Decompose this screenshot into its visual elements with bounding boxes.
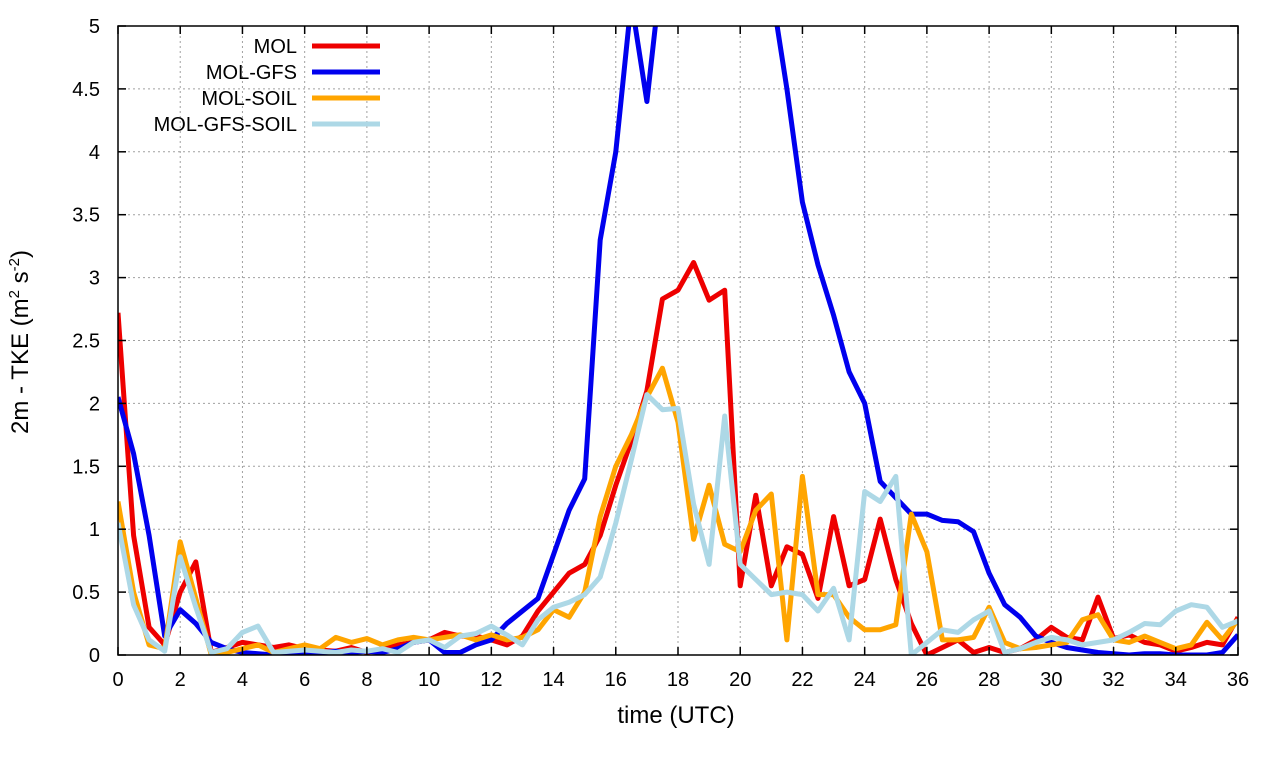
x-tick-label: 16 — [605, 669, 627, 691]
y-tick-label: 4 — [89, 142, 100, 164]
y-axis-label: 2m - TKE (m2 s-2) — [6, 250, 34, 434]
x-tick-label: 0 — [112, 669, 123, 691]
y-tick-label: 4.5 — [72, 79, 100, 101]
x-tick-label: 32 — [1102, 669, 1124, 691]
tick-marks — [117, 25, 1239, 656]
y-tick-label: 5 — [89, 16, 100, 38]
y-axis-label-end: ) — [7, 250, 34, 258]
x-tick-label: 8 — [361, 669, 372, 691]
y-axis-label-mid: s — [7, 271, 34, 290]
y-tick-labels: 0 0.5 1 1.5 2 2.5 3 3.5 4 4.5 5 — [72, 16, 100, 667]
y-axis-label-sup1: 2 — [6, 290, 23, 298]
legend: MOL MOL-GFS MOL-SOIL MOL-GFS-SOIL — [154, 36, 380, 136]
y-tick-label: 3.5 — [72, 205, 100, 227]
x-tick-label: 10 — [418, 669, 440, 691]
x-tick-labels: 0 2 4 6 8 10 12 14 16 18 20 22 24 26 28 30 32 34 36 — [112, 669, 1249, 691]
x-tick-label: 22 — [791, 669, 813, 691]
y-tick-label: 2.5 — [72, 331, 100, 353]
legend-label-mol: MOL — [254, 36, 297, 58]
x-axis-label: time (UTC) — [617, 702, 734, 729]
x-tick-label: 2 — [175, 669, 186, 691]
x-tick-label: 34 — [1165, 669, 1187, 691]
legend-label-mol-gfs: MOL-GFS — [206, 62, 297, 84]
y-tick-label: 2 — [89, 393, 100, 415]
legend-label-mol-gfs-soil: MOL-GFS-SOIL — [154, 114, 297, 136]
x-tick-label: 30 — [1040, 669, 1062, 691]
x-tick-label: 6 — [299, 669, 310, 691]
x-tick-label: 24 — [854, 669, 876, 691]
x-tick-label: 18 — [667, 669, 689, 691]
y-tick-label: 1.5 — [72, 456, 100, 478]
y-tick-label: 0.5 — [72, 582, 100, 604]
x-tick-label: 20 — [729, 669, 751, 691]
y-tick-label: 3 — [89, 268, 100, 290]
x-tick-label: 14 — [542, 669, 564, 691]
y-axis-label-main: 2m - TKE (m — [7, 298, 34, 434]
y-tick-label: 1 — [89, 519, 100, 541]
x-tick-label: 28 — [978, 669, 1000, 691]
grid-lines — [118, 26, 1238, 655]
x-tick-label: 36 — [1227, 669, 1249, 691]
x-tick-label: 4 — [237, 669, 248, 691]
x-tick-label: 26 — [916, 669, 938, 691]
y-tick-label: 0 — [89, 645, 100, 667]
legend-label-mol-soil: MOL-SOIL — [201, 88, 297, 110]
x-tick-label: 12 — [480, 669, 502, 691]
y-axis-label-sup2: -2 — [6, 258, 23, 271]
